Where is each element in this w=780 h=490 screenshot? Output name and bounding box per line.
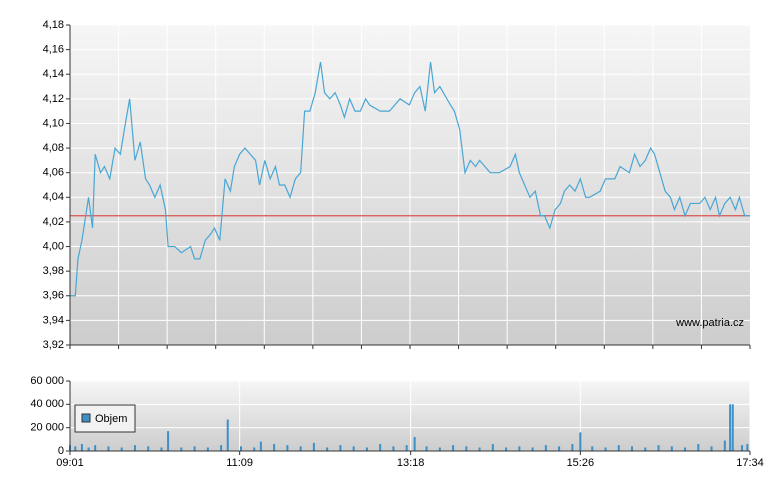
y-tick-label: 4,10 <box>43 117 64 129</box>
y-tick-label: 4,16 <box>43 44 64 56</box>
y-tick-label: 3,96 <box>43 290 64 302</box>
volume-bar <box>405 445 408 451</box>
y-tick-label: 0 <box>58 445 64 457</box>
y-tick-label: 4,02 <box>43 216 64 228</box>
legend-label: Objem <box>95 413 127 425</box>
volume-bar <box>180 447 183 451</box>
x-tick-label: 13:18 <box>397 457 425 469</box>
y-tick-label: 20 000 <box>30 422 64 434</box>
volume-bar <box>312 442 315 451</box>
volume-bar <box>478 447 481 451</box>
volume-bar <box>339 445 342 451</box>
volume-bar <box>352 446 355 451</box>
volume-bar <box>193 446 196 451</box>
y-tick-label: 4,00 <box>43 240 64 252</box>
volume-bar <box>425 446 428 451</box>
y-tick-label: 4,18 <box>43 19 64 31</box>
volume-bar <box>74 446 77 451</box>
volume-bar <box>591 446 594 451</box>
volume-bar <box>684 447 687 451</box>
volume-bar <box>239 446 242 451</box>
volume-bar <box>120 447 123 451</box>
volume-bar <box>107 446 110 451</box>
legend-swatch <box>81 413 91 423</box>
volume-bar <box>452 445 455 451</box>
volume-bar <box>465 446 468 451</box>
volume-bar <box>413 437 416 451</box>
y-tick-label: 4,12 <box>43 93 64 105</box>
volume-bar <box>710 446 713 451</box>
volume-bar <box>604 447 607 451</box>
y-tick-label: 4,06 <box>43 167 64 179</box>
volume-bar <box>365 447 368 451</box>
volume-bar <box>657 445 660 451</box>
volume-bar <box>741 445 744 451</box>
volume-bar <box>167 431 170 451</box>
y-tick-label: 40 000 <box>30 398 64 410</box>
volume-bar <box>746 444 749 451</box>
volume-bar <box>518 446 521 451</box>
volume-bar <box>299 446 302 451</box>
volume-bar <box>531 447 534 451</box>
volume-bar <box>273 444 276 451</box>
volume-bar <box>631 446 634 451</box>
x-tick-label: 11:09 <box>226 457 253 469</box>
x-tick-label: 15:26 <box>567 457 595 469</box>
volume-bar <box>253 447 256 451</box>
volume-bar <box>220 445 223 451</box>
volume-bar <box>670 446 673 451</box>
volume-bar <box>87 447 90 451</box>
volume-bar <box>579 432 582 451</box>
y-tick-label: 4,14 <box>43 68 64 80</box>
volume-bar <box>731 404 734 451</box>
y-tick-label: 4,08 <box>43 142 64 154</box>
watermark: www.patria.cz <box>675 317 744 329</box>
volume-bar <box>558 446 561 451</box>
volume-plot-area <box>70 381 750 451</box>
price-line <box>70 61 750 297</box>
volume-bar <box>94 445 97 451</box>
volume-bar <box>491 444 494 451</box>
volume-bar <box>160 447 163 451</box>
volume-bar <box>505 447 508 451</box>
y-tick-label: 3,92 <box>43 339 64 351</box>
volume-bar <box>544 445 547 451</box>
volume-bar <box>206 447 209 451</box>
volume-bar <box>379 444 382 451</box>
volume-bar <box>326 447 329 451</box>
volume-bar <box>133 445 136 451</box>
volume-bar <box>80 444 83 451</box>
volume-bar <box>697 444 700 451</box>
volume-bar <box>644 447 647 451</box>
volume-bar <box>617 445 620 451</box>
vertical-grid <box>118 25 702 345</box>
volume-bar <box>392 446 395 451</box>
legend: Objem <box>74 404 136 433</box>
y-tick-label: 60 000 <box>30 375 64 387</box>
volume-bar <box>259 441 262 451</box>
volume-bar <box>729 404 732 451</box>
volume-bar <box>723 440 726 451</box>
volume-bar <box>147 446 150 451</box>
volume-bar <box>571 444 574 451</box>
x-tick-label: 17:34 <box>736 457 764 469</box>
volume-bar <box>438 447 441 451</box>
y-tick-label: 3,98 <box>43 265 64 277</box>
volume-bar <box>226 419 229 451</box>
y-tick-label: 3,94 <box>43 314 64 326</box>
volume-bar <box>286 445 289 451</box>
y-tick-label: 4,04 <box>43 191 64 203</box>
x-tick-label: 09:01 <box>56 457 84 469</box>
